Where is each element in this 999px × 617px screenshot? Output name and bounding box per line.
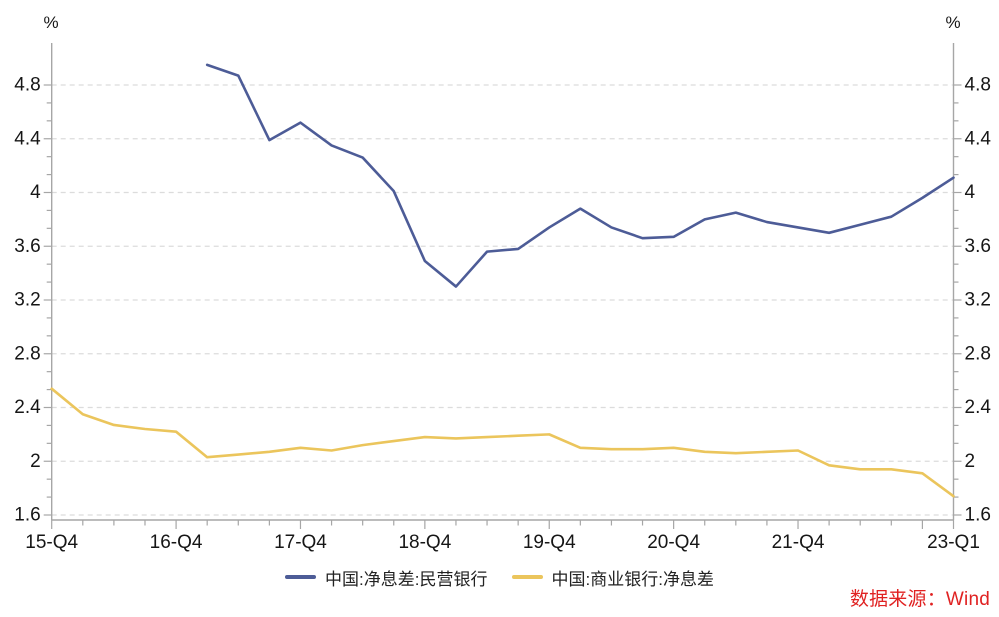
axes [51,43,955,521]
svg-text:18-Q4: 18-Q4 [398,532,451,553]
svg-text:4: 4 [30,182,41,203]
svg-text:4.4: 4.4 [965,128,992,149]
svg-text:4.4: 4.4 [14,128,41,149]
legend-item-private-banks: 中国:净息差:民营银行 [285,565,488,590]
series-line-commercial-banks [50,387,955,498]
svg-text:16-Q4: 16-Q4 [150,532,203,553]
svg-text:17-Q4: 17-Q4 [274,532,327,553]
y-ticks [43,84,962,516]
y-tick-labels-left: 1.6 2 2.4 2.8 3.2 3.6 4 4.4 4.8 [14,75,41,526]
svg-text:1.6: 1.6 [965,505,991,526]
svg-text:3.2: 3.2 [965,290,991,311]
svg-text:4.8: 4.8 [14,75,40,96]
legend-swatch-private-banks [285,575,317,579]
data-source-note: 数据来源：Wind [849,589,990,610]
svg-text:23-Q1: 23-Q1 [927,532,980,553]
x-ticks [51,520,955,529]
y-axis-unit-left: % [43,13,59,32]
svg-text:2.8: 2.8 [965,343,991,364]
svg-text:4.8: 4.8 [965,75,991,96]
y-axis-unit-right: % [945,13,961,32]
svg-text:19-Q4: 19-Q4 [523,532,576,553]
chart-legend: 中国:净息差:民营银行 中国:商业银行:净息差 [0,565,999,590]
svg-text:2.4: 2.4 [14,397,41,418]
svg-text:21-Q4: 21-Q4 [772,532,825,553]
svg-text:1.6: 1.6 [14,505,40,526]
legend-label-private-banks: 中国:净息差:民营银行 [325,569,488,589]
svg-text:2.4: 2.4 [965,397,992,418]
legend-swatch-commercial-banks [511,575,543,579]
x-tick-labels: 15-Q4 16-Q4 17-Q4 18-Q4 19-Q4 20-Q4 21-Q4 23-Q1 [25,532,980,553]
svg-text:4: 4 [965,182,976,203]
svg-text:20-Q4: 20-Q4 [647,532,700,553]
svg-text:15-Q4: 15-Q4 [25,532,78,553]
svg-text:3.2: 3.2 [14,290,40,311]
svg-text:2.8: 2.8 [14,343,40,364]
series-line-private-banks [205,63,955,288]
y-gridlines [51,84,954,516]
legend-item-commercial-banks: 中国:商业银行:净息差 [511,565,714,590]
svg-text:2: 2 [965,451,976,472]
svg-text:3.6: 3.6 [14,236,40,257]
legend-label-commercial-banks: 中国:商业银行:净息差 [551,569,714,589]
svg-text:3.6: 3.6 [965,236,991,257]
svg-text:2: 2 [30,451,41,472]
y-tick-labels-right: 1.6 2 2.4 2.8 3.2 3.6 4 4.4 4.8 [965,75,992,526]
